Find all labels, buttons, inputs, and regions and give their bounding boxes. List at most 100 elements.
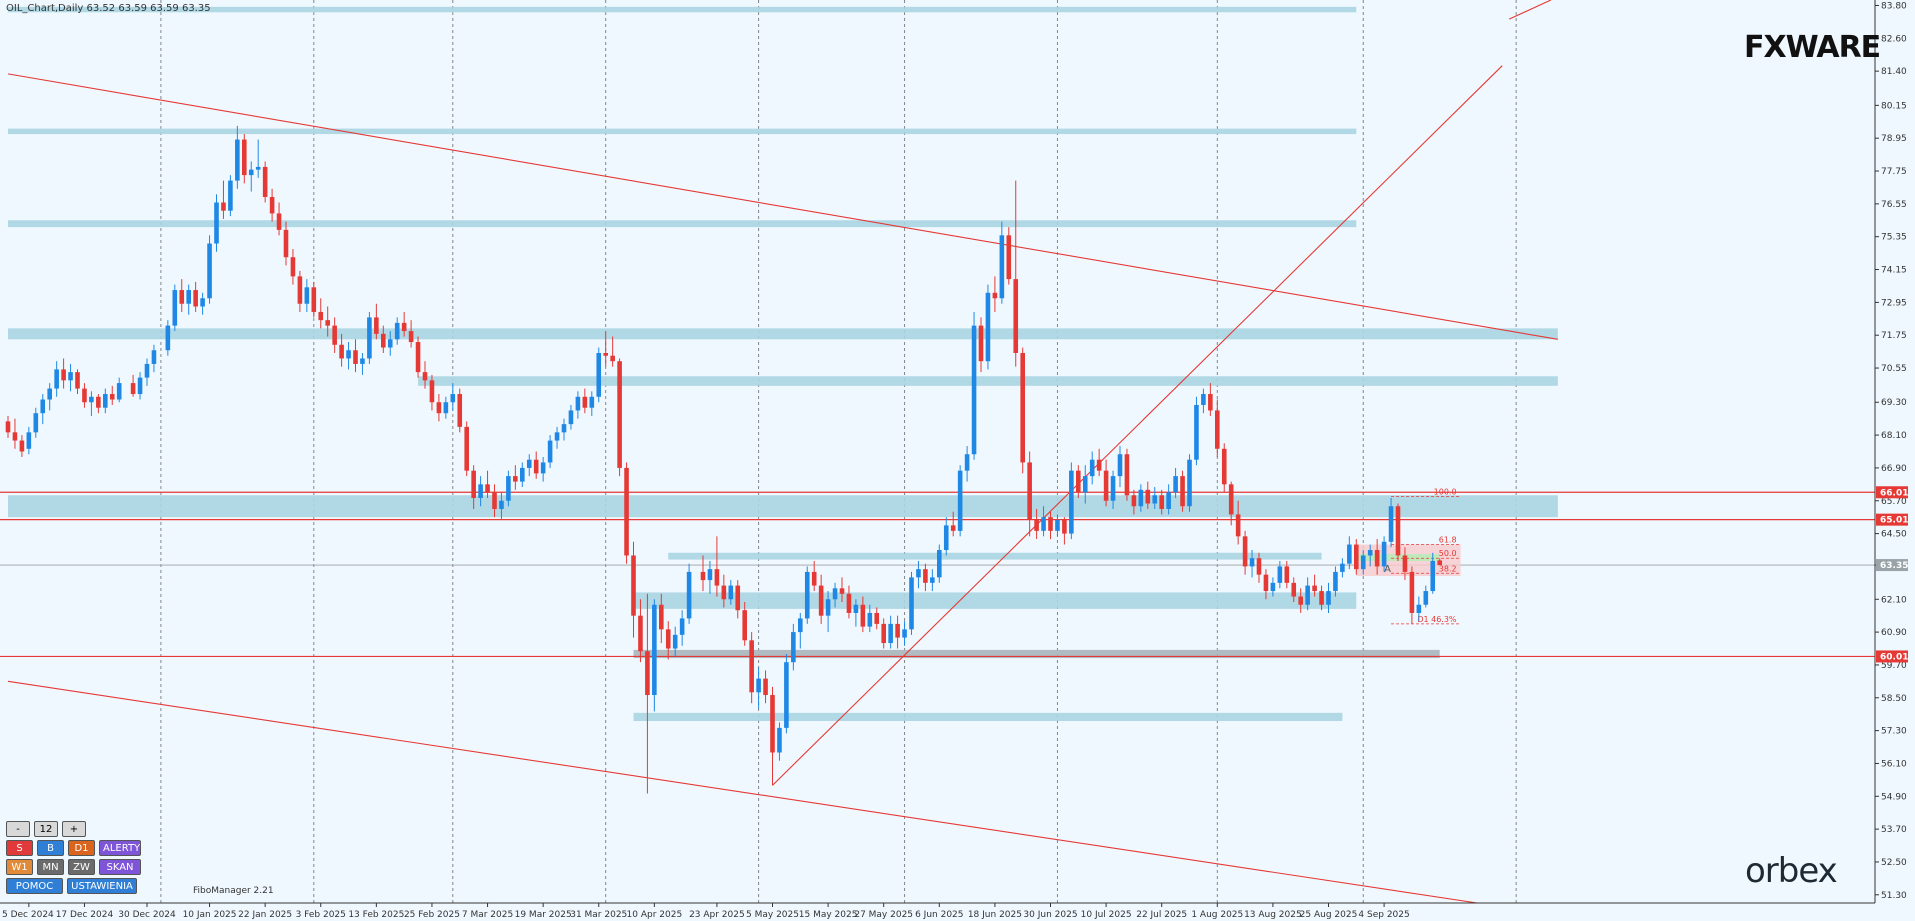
- candle-body: [506, 476, 511, 501]
- candle-body: [318, 311, 324, 321]
- sell-button[interactable]: S: [6, 840, 33, 856]
- period-value[interactable]: 12: [34, 821, 58, 837]
- y-tick-label: 82.60: [1881, 34, 1907, 44]
- candle-body: [1374, 550, 1380, 567]
- candle-body: [895, 623, 900, 638]
- candle-body: [1124, 454, 1130, 496]
- candle-body: [804, 571, 810, 619]
- zw-button[interactable]: ZW: [68, 859, 95, 875]
- x-tick-label: 4 Sep 2025: [1358, 910, 1409, 920]
- candle-body: [1298, 596, 1303, 605]
- candle-body: [770, 695, 775, 753]
- x-tick-label: 13 Feb 2025: [348, 910, 404, 920]
- y-tick-label: 72.95: [1881, 298, 1907, 308]
- candle-body: [1277, 566, 1283, 583]
- candle-body: [130, 383, 136, 395]
- candle-body: [1242, 536, 1248, 567]
- gray-zone: [633, 649, 1440, 659]
- candle-body: [422, 372, 428, 381]
- candle-body: [332, 325, 337, 345]
- candle-body: [200, 298, 205, 307]
- candle-body: [387, 339, 393, 348]
- candle-body: [846, 593, 852, 613]
- x-tick-label: 5 Dec 2024: [2, 910, 54, 920]
- y-tick-label: 60.90: [1881, 628, 1907, 638]
- candle-body: [596, 352, 602, 397]
- candle-body: [1069, 470, 1074, 534]
- candle-body: [825, 599, 831, 616]
- d1-timeframe-button[interactable]: D1: [68, 840, 95, 856]
- candle-body: [526, 459, 532, 468]
- candle-body: [1131, 495, 1137, 507]
- candle-body: [478, 484, 483, 499]
- candle-body: [346, 350, 351, 359]
- candle-body: [832, 588, 838, 600]
- candle-body: [811, 571, 817, 586]
- candle-body: [75, 372, 80, 389]
- candle-body: [290, 257, 296, 277]
- increase-button[interactable]: +: [62, 821, 86, 837]
- candle-body: [1215, 410, 1220, 449]
- y-tick-label: 56.10: [1881, 759, 1907, 769]
- candle-body: [1263, 574, 1269, 592]
- candle-body: [631, 555, 636, 616]
- price-label-box: [1876, 486, 1908, 499]
- w1-timeframe-button[interactable]: W1: [6, 859, 33, 875]
- help-button[interactable]: POMOC: [6, 878, 63, 894]
- candle-body: [533, 459, 539, 474]
- candle-body: [207, 243, 212, 299]
- candle-body: [617, 361, 622, 468]
- price-label-box: [1876, 559, 1908, 572]
- candle-body: [1416, 604, 1422, 613]
- fxware-logo: FXWARE: [1744, 30, 1881, 65]
- candle-body: [582, 396, 588, 408]
- candle-body: [40, 399, 46, 414]
- candle-body: [937, 550, 942, 578]
- x-tick-label: 5 May 2025: [746, 910, 799, 920]
- price-label: 65.01: [1880, 516, 1908, 526]
- candle-body: [297, 276, 303, 304]
- scan-button[interactable]: SKAN: [99, 859, 141, 875]
- time-axis-background: [0, 903, 1915, 921]
- decrease-button[interactable]: -: [6, 821, 30, 837]
- candle-body: [283, 229, 289, 258]
- candle-body: [1062, 519, 1067, 534]
- alerts-button[interactable]: ALERTY: [99, 840, 141, 856]
- settings-button[interactable]: USTAWIENIA: [67, 878, 137, 894]
- candle-body: [923, 569, 928, 583]
- candle-body: [1006, 235, 1012, 280]
- candle-body: [575, 396, 581, 411]
- x-tick-label: 19 Mar 2025: [515, 910, 572, 920]
- y-tick-label: 62.10: [1881, 595, 1907, 605]
- buy-button[interactable]: B: [37, 840, 64, 856]
- candle-body: [1326, 591, 1331, 605]
- candle-body: [1173, 476, 1178, 493]
- candle-body: [1395, 506, 1401, 556]
- candle-body: [54, 369, 59, 389]
- x-tick-label: 17 Dec 2024: [56, 910, 114, 920]
- candle-body: [1020, 352, 1025, 463]
- candle-body: [902, 629, 907, 638]
- x-tick-label: 13 Aug 2025: [1244, 910, 1302, 920]
- candle-body: [82, 388, 87, 403]
- mn-timeframe-button[interactable]: MN: [37, 859, 64, 875]
- y-tick-label: 51.30: [1881, 891, 1907, 901]
- sr-zone: [8, 220, 1357, 228]
- orbex-logo: orbex: [1745, 851, 1838, 891]
- candle-body: [165, 325, 171, 351]
- candle-body: [818, 585, 824, 616]
- y-tick-label: 59.70: [1881, 661, 1907, 671]
- candle-body: [19, 440, 25, 452]
- y-tick-label: 80.15: [1881, 101, 1907, 111]
- candle-body: [61, 369, 66, 381]
- sr-zone: [633, 712, 1343, 722]
- candle-body: [1138, 489, 1144, 507]
- candle-body: [1367, 550, 1373, 556]
- candle-body: [867, 612, 873, 627]
- candle-body: [242, 139, 247, 176]
- candle-body: [144, 363, 150, 378]
- candle-body: [89, 396, 94, 403]
- candle-body: [1284, 566, 1290, 583]
- candle-body: [1402, 555, 1408, 572]
